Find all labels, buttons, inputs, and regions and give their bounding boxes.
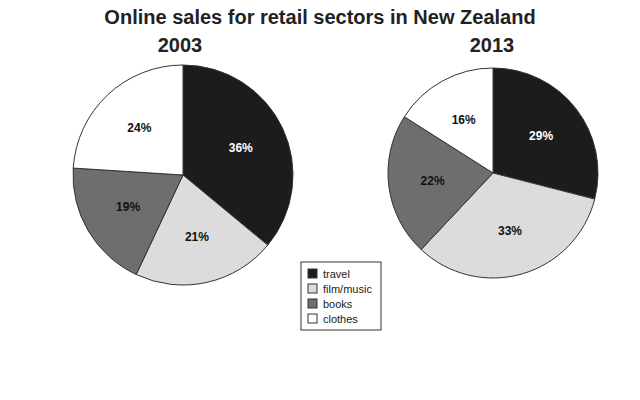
data-label: 33% [498, 224, 522, 238]
legend-label: clothes [323, 313, 358, 325]
main-title: Online sales for retail sectors in New Z… [104, 6, 535, 28]
data-label: 22% [421, 174, 445, 188]
pie-slice [73, 168, 183, 274]
chart-root: Online sales for retail sectors in New Z… [0, 0, 640, 400]
pie-slice [73, 65, 183, 175]
data-label: 29% [529, 129, 553, 143]
legend-label: film/music [323, 283, 372, 295]
pie-title: 2003 [158, 34, 203, 56]
legend: travel film/music books clothes [301, 262, 381, 330]
pie-chart: 2003 36% 21% 19% 24% [73, 34, 293, 285]
legend-swatch [308, 314, 317, 323]
data-label: 21% [185, 230, 209, 244]
pie-title: 2013 [470, 34, 515, 56]
data-labels: 36% 21% 19% 24% [116, 121, 253, 244]
data-label: 19% [116, 200, 140, 214]
pie-slice [404, 68, 493, 173]
slices [388, 68, 598, 278]
legend-swatch [308, 284, 317, 293]
legend-label: books [323, 298, 353, 310]
legend-swatch [308, 299, 317, 308]
data-label: 36% [229, 141, 253, 155]
legend-label: travel [323, 268, 350, 280]
data-labels: 29% 33% 22% 16% [421, 113, 554, 239]
legend-box [301, 262, 381, 330]
slices [73, 65, 293, 285]
legend-swatch [308, 269, 317, 278]
data-label: 24% [127, 121, 151, 135]
data-label: 16% [452, 113, 476, 127]
pie-chart: 2013 29% 33% 22% 16% [388, 34, 598, 278]
